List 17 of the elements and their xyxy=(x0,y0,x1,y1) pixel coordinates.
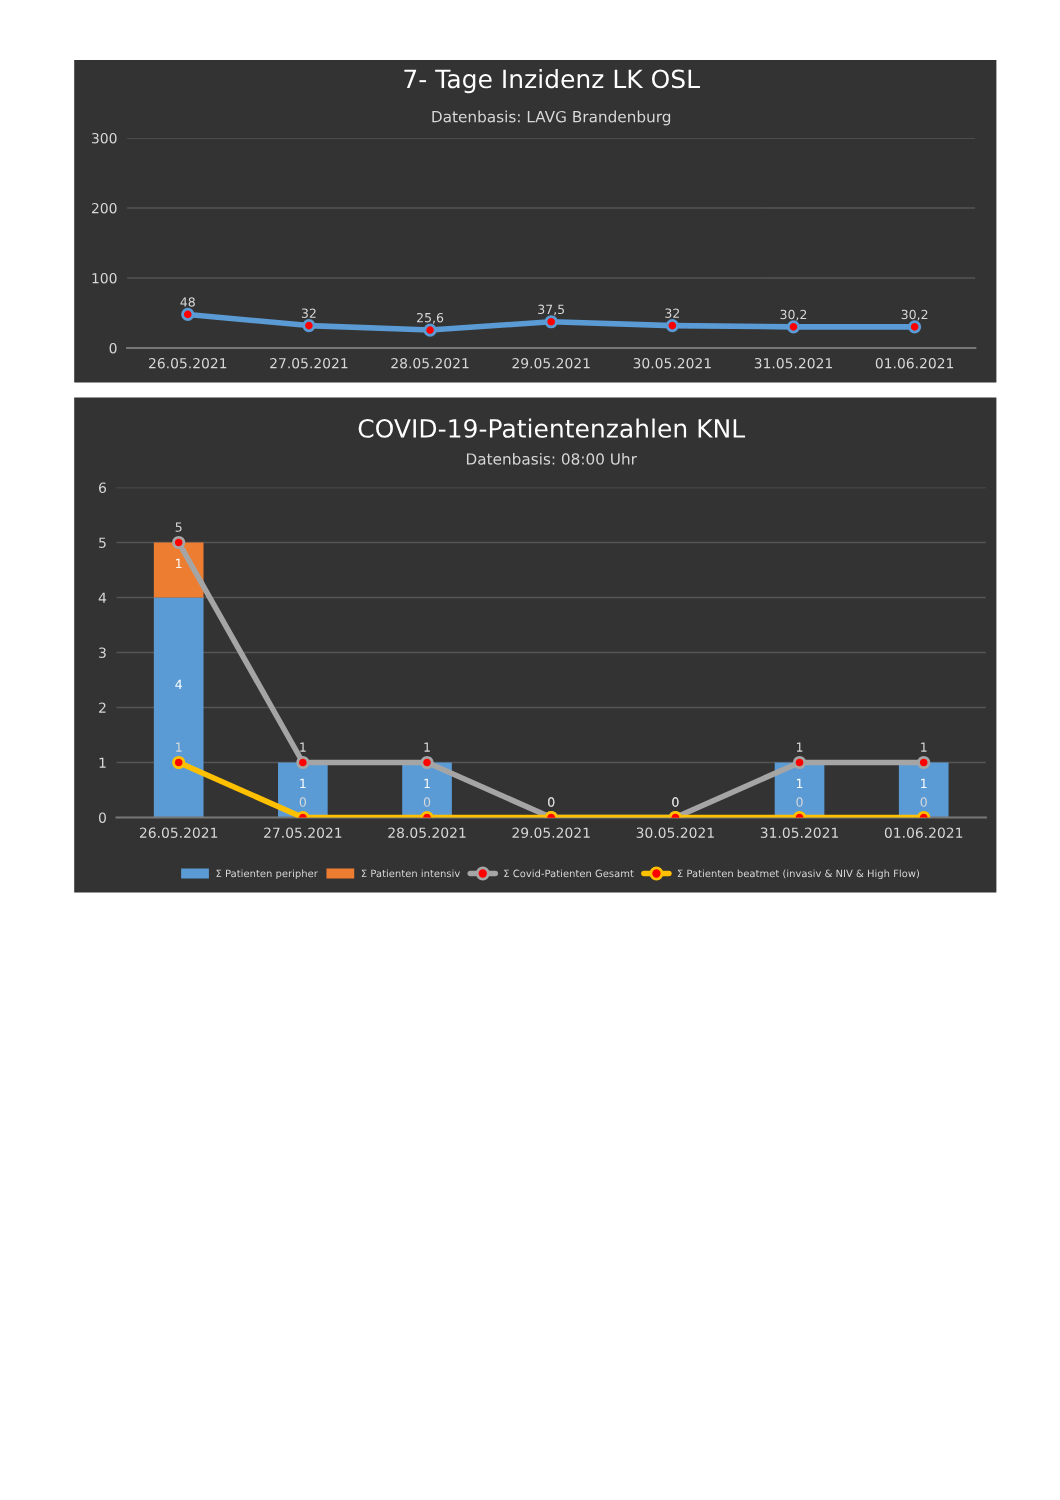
point xyxy=(296,755,310,770)
point xyxy=(302,319,316,333)
point xyxy=(172,535,186,550)
point xyxy=(420,755,434,770)
point xyxy=(908,320,922,334)
point xyxy=(181,307,195,321)
point xyxy=(917,755,931,770)
bar xyxy=(153,597,204,818)
point xyxy=(423,323,437,337)
point xyxy=(172,755,186,770)
point xyxy=(792,755,807,770)
bar xyxy=(898,762,949,818)
chart-title: 7- Tage Inzidenz LK OSL xyxy=(404,69,700,94)
point xyxy=(544,315,558,329)
point xyxy=(786,320,801,334)
point xyxy=(665,319,679,333)
chart-title: COVID-19-Patientenzahlen KNL xyxy=(358,418,746,438)
